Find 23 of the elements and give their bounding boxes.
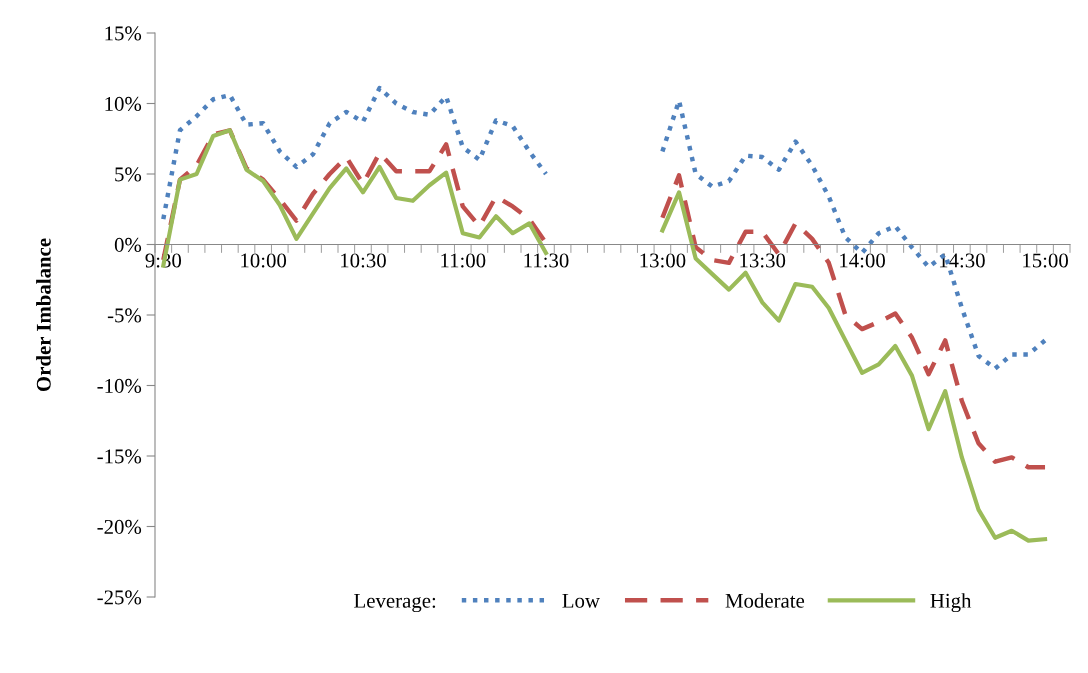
y-axis-title: Order Imbalance [36,238,51,392]
y-tick-label: -10% [97,378,142,393]
x-tick-label: 14:30 [939,253,985,268]
x-tick-label: 13:00 [640,253,686,268]
legend-label: High [930,593,972,613]
x-tick-label: 10:00 [241,253,287,268]
y-tick-label: 10% [105,96,142,111]
y-tick-label: 15% [105,26,142,41]
x-tick-label: 14:00 [840,253,885,268]
x-tick-label: 11:30 [524,253,569,268]
y-tick-label: -15% [97,449,142,464]
x-tick-label: 15:00 [1023,253,1068,268]
y-tick-label: -5% [107,308,142,323]
x-tick-label: 11:00 [441,253,486,268]
y-tick-label: 5% [115,167,142,182]
y-tick-label: 0% [114,237,142,252]
y-tick-label: -20% [97,519,142,534]
legend-title: Leverage: [354,593,436,613]
legend-label: Moderate [725,593,805,608]
x-tick-label: 10:30 [341,253,386,268]
y-tick-label: -25% [97,590,142,605]
x-tick-label: 13:30 [740,253,786,268]
legend-label: Low [562,593,600,608]
